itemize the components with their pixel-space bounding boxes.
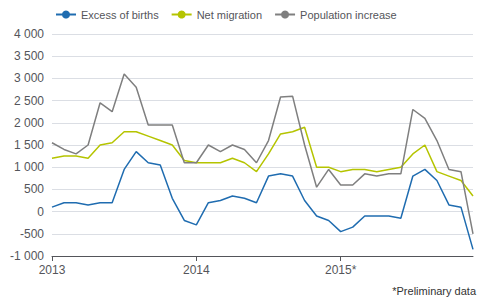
svg-text:Excess of births: Excess of births — [81, 9, 159, 21]
svg-text:0: 0 — [37, 205, 44, 219]
svg-text:3 500: 3 500 — [14, 49, 44, 63]
svg-text:3 000: 3 000 — [14, 71, 44, 85]
svg-text:2015*: 2015* — [325, 263, 357, 277]
svg-text:2 000: 2 000 — [14, 116, 44, 130]
svg-text:1 500: 1 500 — [14, 138, 44, 152]
svg-text:2 500: 2 500 — [14, 94, 44, 108]
svg-text:Population increase: Population increase — [300, 9, 397, 21]
svg-text:*Preliminary data: *Preliminary data — [392, 285, 477, 297]
svg-text:1 000: 1 000 — [14, 160, 44, 174]
svg-text:2014: 2014 — [183, 263, 210, 277]
svg-text:500: 500 — [24, 182, 44, 196]
svg-text:Net migration: Net migration — [197, 9, 262, 21]
svg-text:-500: -500 — [20, 227, 44, 241]
svg-text:4 000: 4 000 — [14, 27, 44, 41]
svg-text:2013: 2013 — [39, 263, 66, 277]
svg-text:-1 000: -1 000 — [10, 249, 44, 263]
